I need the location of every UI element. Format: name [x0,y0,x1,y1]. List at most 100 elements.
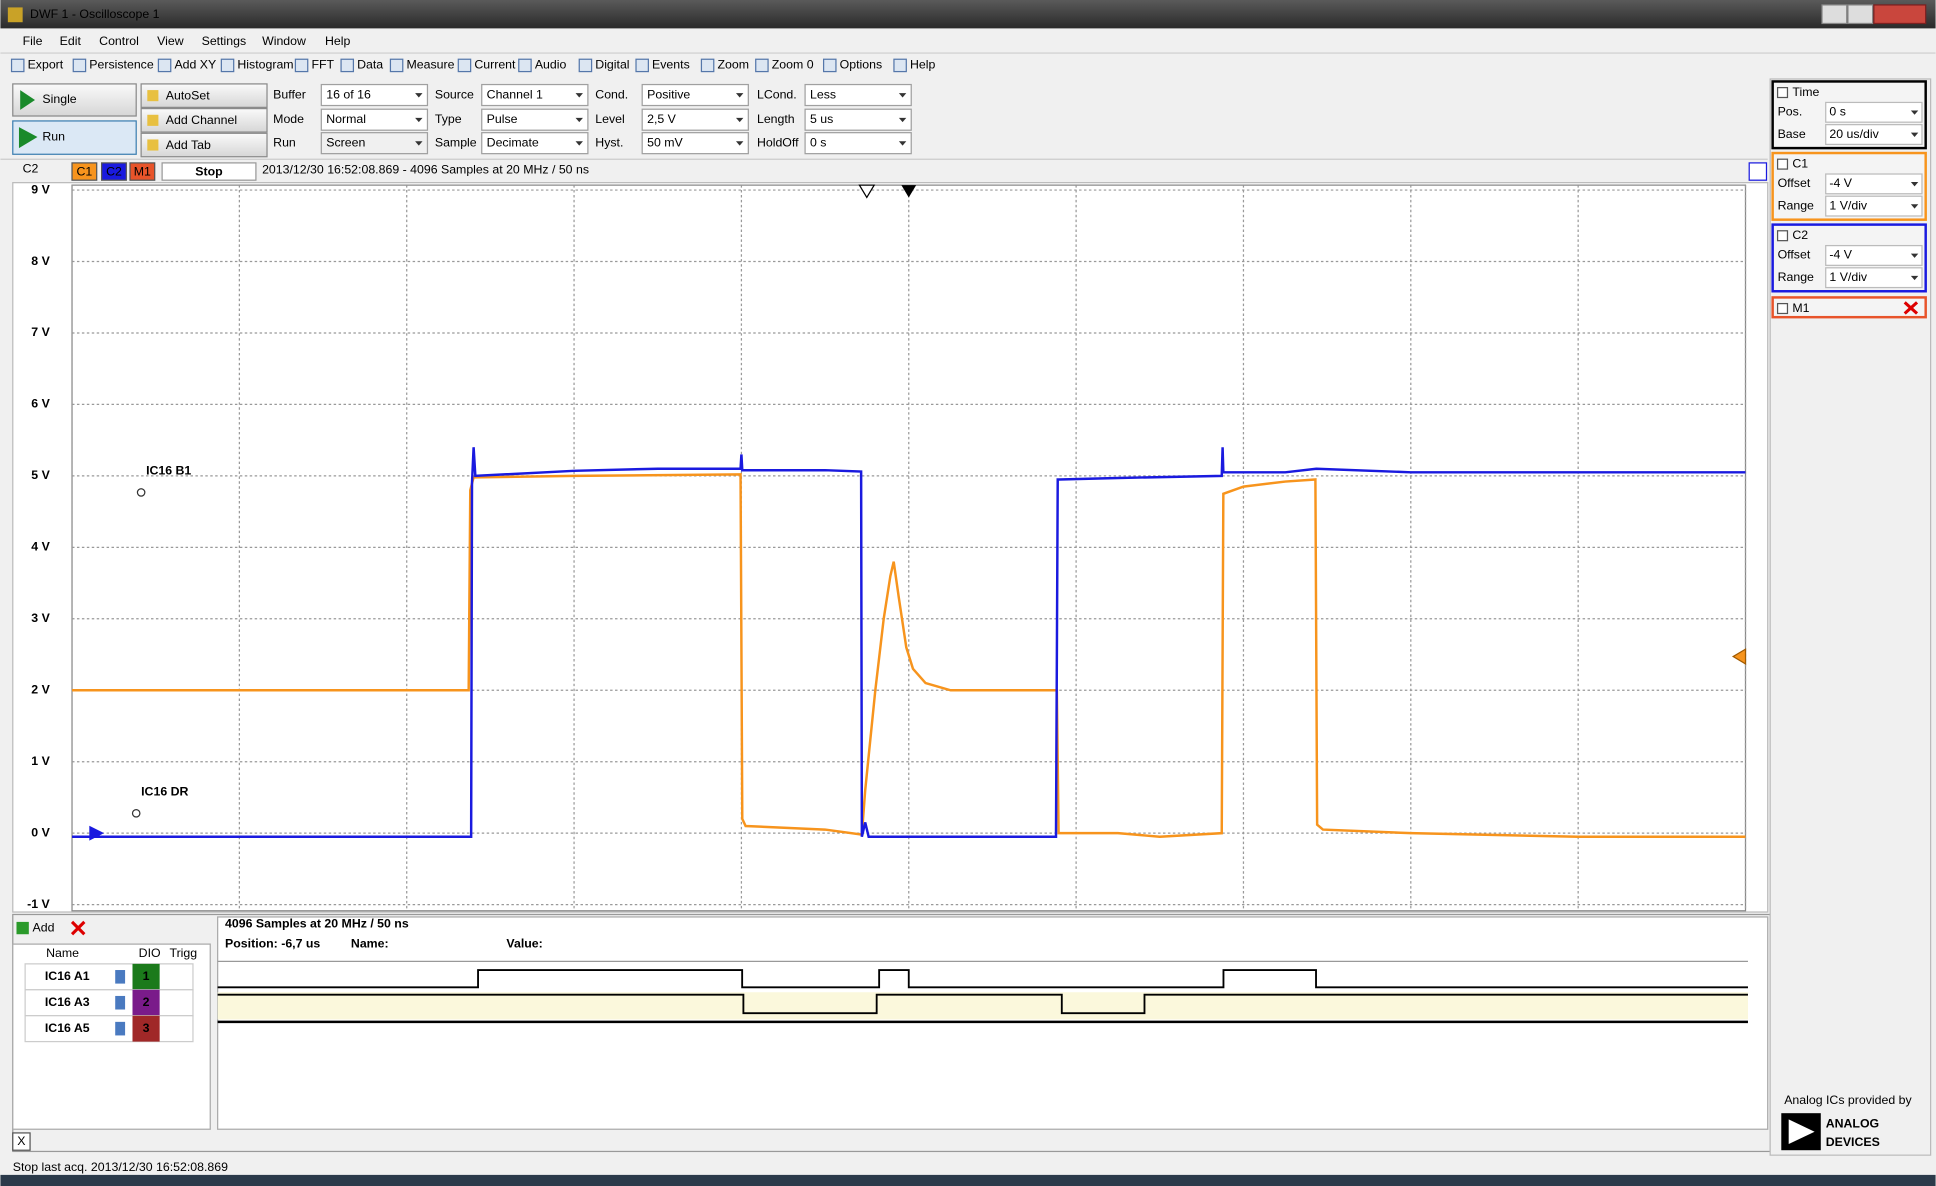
y-button[interactable] [1748,162,1768,181]
toolbar-button[interactable]: Measure [406,58,454,72]
channel-chip[interactable] [71,162,98,181]
panel-title: C1 [1792,156,1808,170]
x-axis-button[interactable] [12,1132,31,1151]
minimize-button[interactable] [1821,4,1848,25]
menu-item[interactable]: File [23,34,43,48]
toolbar-icon [457,58,472,73]
field-input[interactable] [1825,195,1923,217]
menu-item[interactable]: Edit [60,34,82,48]
dropdown-arrow [415,117,423,123]
toolbar-button[interactable]: Add XY [174,58,216,72]
y-tick-label: 9 V [31,182,50,196]
menu-item[interactable]: View [157,34,184,48]
maximize-button[interactable] [1847,4,1874,25]
status-text: Stop last acq. 2013/12/30 16:52:08.869 [13,1160,228,1174]
toolbar-button[interactable]: FFT [311,58,334,72]
control-button-label: Add Channel [166,113,237,127]
setting-value: Pulse [487,112,518,126]
setting-field[interactable] [641,132,749,155]
setting-field[interactable] [481,108,589,131]
toolbar-button[interactable]: Help [910,58,935,72]
dropdown-arrow [415,141,423,146]
dropdown-arrow [575,117,583,123]
annotation-pin [131,808,141,818]
control-button[interactable] [140,83,268,108]
setting-field[interactable] [320,132,429,155]
setting-label: Length [757,112,795,126]
toolbar-button[interactable]: Persistence [89,58,154,72]
toolbar-icon [635,58,649,73]
toolbar-button[interactable]: Current [474,58,516,72]
menu-item[interactable]: Settings [202,34,247,48]
field-input[interactable] [1825,101,1923,123]
dio-number: 2 [143,995,150,1009]
field-input[interactable] [1825,267,1923,289]
menu-item[interactable]: Window [262,34,306,48]
axis-channel: C2 [23,161,39,175]
channel-chip[interactable] [101,162,127,181]
signal-row[interactable] [24,1015,194,1043]
annotation-pin [136,488,146,497]
dropdown-arrow [1910,182,1919,187]
toolbar-button[interactable]: Data [357,58,383,72]
control-button[interactable] [140,107,268,133]
signal-name: IC16 A5 [45,1021,90,1035]
setting-field[interactable] [320,108,429,131]
setting-label: Source [435,87,474,101]
toolbar-button[interactable]: Events [652,58,690,72]
y-tick-label: 5 V [31,468,50,482]
checkbox[interactable] [1776,158,1789,170]
toolbar-icon [72,58,87,73]
setting-value: Less [810,87,836,101]
setting-field[interactable] [804,83,912,107]
remove-icon [70,920,86,936]
checkbox[interactable] [1776,230,1789,242]
toolbar-button[interactable]: Options [840,58,883,72]
field-value: 0 s [1829,105,1845,119]
menu-item[interactable]: Help [325,34,350,48]
setting-field[interactable] [481,83,589,107]
edit-icon [115,1021,126,1036]
dropdown-arrow [1910,275,1919,281]
dropdown-arrow [1910,204,1919,209]
channel-chip[interactable] [129,162,156,181]
toolbar-icon [340,58,355,73]
setting-field[interactable] [641,108,749,131]
y-tick-label: 4 V [31,540,50,554]
setting-field[interactable] [320,83,429,107]
digital-add-button[interactable]: Add [33,920,55,934]
dropdown-arrow [735,117,744,123]
toolbar-button[interactable]: Zoom [717,58,749,72]
toolbar-button[interactable]: Export [28,58,64,72]
field-input[interactable] [1825,124,1923,146]
field-input[interactable] [1825,173,1923,195]
setting-field[interactable] [641,83,749,107]
setting-field[interactable] [804,132,912,155]
setting-label: Level [595,112,624,126]
button-icon [147,114,159,126]
setting-field[interactable] [804,108,912,131]
menu-item[interactable]: Control [99,34,139,48]
checkbox[interactable] [1776,302,1789,315]
column-header: Trigg [170,946,198,960]
digital-trace [217,969,1748,989]
signal-row[interactable] [24,989,194,1017]
toolbar-button[interactable]: Histogram [237,58,293,72]
close-button[interactable] [1873,4,1927,25]
setting-field[interactable] [481,132,589,155]
control-button-label: AutoSet [166,89,210,103]
toolbar-button[interactable]: Digital [595,58,629,72]
dropdown-arrow [575,141,583,146]
branding-caption: Analog ICs provided by [1784,1093,1912,1107]
toolbar-button[interactable]: Zoom 0 [772,58,814,72]
toolbar-button[interactable]: Audio [535,58,567,72]
y-tick-label: 6 V [31,397,50,411]
field-input[interactable] [1825,244,1923,266]
x-axis-button-label: X [17,1134,25,1148]
setting-value: Screen [326,135,365,149]
logo-text: DEVICES [1826,1135,1880,1149]
checkbox[interactable] [1776,87,1789,99]
control-button[interactable] [140,132,268,158]
setting-label: Buffer [273,87,306,101]
